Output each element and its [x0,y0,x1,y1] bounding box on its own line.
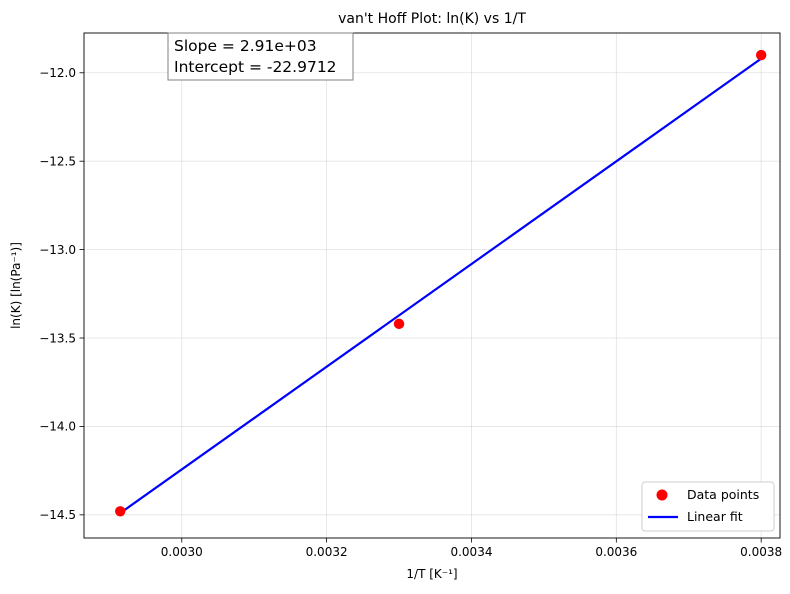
x-axis-label: 1/T [K⁻¹] [406,567,457,581]
legend: Data points Linear fit [641,481,775,532]
x-tick-label: 0.0030 [161,545,203,559]
x-tick-label: 0.0036 [595,545,637,559]
y-axis-label: ln(K) [ln(Pa⁻¹)] [9,242,23,329]
chart-title: van't Hoff Plot: ln(K) vs 1/T [338,11,526,27]
y-tick-label: −14.5 [39,508,76,522]
x-tick-label: 0.0034 [450,545,492,559]
legend-label-linear-fit: Linear fit [687,509,743,524]
y-tick-label: −13.0 [39,243,76,257]
fit-annotation-box: Slope = 2.91e+03 Intercept = -22.9712 [167,32,354,81]
y-tick-label: −13.5 [39,331,76,345]
x-tick-label: 0.0038 [740,545,782,559]
data-point [393,318,405,330]
legend-marker-data-points [656,489,668,501]
y-tick-label: −12.5 [39,154,76,168]
annotation-intercept: Intercept = -22.9712 [174,58,337,76]
y-tick-label: −12.0 [39,66,76,80]
grid [84,33,780,538]
data-point [115,506,126,517]
x-tick-label: 0.0032 [306,545,348,559]
annotation-slope: Slope = 2.91e+03 [174,37,317,55]
y-tick-label: −14.0 [39,420,76,434]
data-point [755,49,767,61]
plot-frame [83,32,781,539]
linear-fit-line [119,57,762,514]
legend-label-data-points: Data points [687,487,759,502]
plot-series [115,49,767,517]
axis-ticks: 0.0030 0.0032 0.0034 0.0036 0.0038 −14.5 −14.0… [39,66,782,559]
